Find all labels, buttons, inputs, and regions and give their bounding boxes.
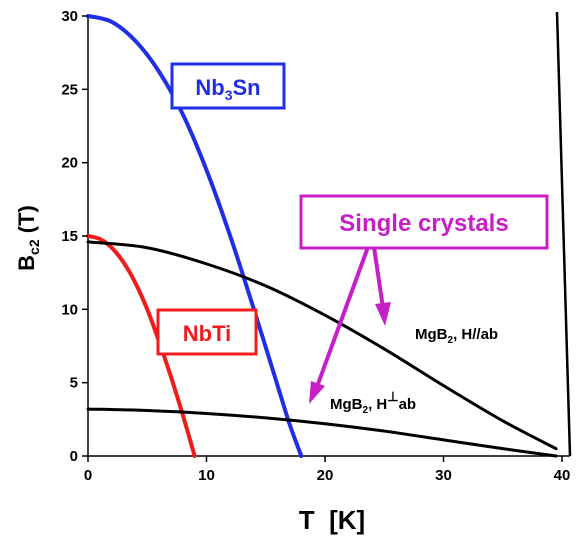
- x-tick-label: 30: [435, 467, 452, 484]
- label-mgb2-perpendicular: MgB2, H⊥ab: [330, 389, 416, 416]
- y-tick-label: 5: [70, 375, 78, 392]
- label-nb3sn-base: Nb: [195, 75, 224, 100]
- right-axis-line: [555, 11, 572, 457]
- label-mgb2-parallel-sub: 2: [448, 335, 454, 346]
- tick-labels: 0 5 10 15 20 25 30 0 10 20 30 40: [61, 8, 570, 484]
- y-axis-title-unit: (T): [14, 205, 39, 239]
- label-mgb2-perp-base: MgB: [330, 396, 363, 413]
- annotation-arrows: [309, 246, 391, 404]
- label-nb3sn-sub: 3: [225, 87, 233, 103]
- label-mgb2-parallel: MgB2, H//ab: [415, 326, 498, 346]
- label-nb3sn-rest: Sn: [233, 75, 261, 100]
- label-mgb2-parallel-rest: , H//ab: [453, 326, 498, 343]
- y-tick-label: 20: [61, 155, 78, 172]
- label-nbti: NbTi: [156, 308, 258, 356]
- label-single-crystals-text: Single crystals: [339, 210, 508, 237]
- arrow-head-parallel: [375, 302, 391, 326]
- x-tick-label: 0: [84, 467, 92, 484]
- plot-area: [86, 11, 572, 458]
- y-tick-label: 25: [61, 81, 78, 98]
- label-mgb2-parallel-base: MgB: [415, 326, 448, 343]
- x-axis-title: T [K]: [299, 505, 365, 535]
- y-tick-label: 10: [61, 301, 78, 318]
- x-tick-label: 10: [198, 467, 215, 484]
- y-axis-title-main: B: [14, 255, 39, 271]
- label-single-crystals: Single crystals: [299, 194, 549, 250]
- series-mgb2-perpendicular-line: [86, 407, 558, 458]
- y-axis-title: Bc2 (T): [14, 205, 42, 271]
- y-tick-label: 15: [61, 228, 78, 245]
- label-mgb2-perp-sup: ⊥: [387, 389, 398, 404]
- label-nbti-text: NbTi: [183, 321, 231, 346]
- y-tick-label: 30: [61, 8, 78, 25]
- x-tick-label: 20: [317, 467, 334, 484]
- svg-text:Nb3Sn: Nb3Sn: [195, 75, 260, 103]
- label-mgb2-perp-sub: 2: [363, 405, 369, 416]
- y-tick-label: 0: [70, 448, 78, 465]
- arrow-to-parallel: [372, 246, 385, 309]
- series-mgb2-parallel-line: [86, 240, 558, 451]
- label-mgb2-perp-rest-a: , H: [368, 396, 387, 413]
- y-axis-title-sub: c2: [26, 239, 42, 255]
- series-nb3sn-line: [86, 14, 304, 458]
- arrow-head-perpendicular: [309, 381, 325, 404]
- x-tick-label: 40: [554, 467, 571, 484]
- label-nb3sn: Nb3Sn: [170, 62, 286, 110]
- arrow-to-perpendicular: [316, 246, 370, 385]
- label-mgb2-perp-rest-b: ab: [399, 396, 417, 413]
